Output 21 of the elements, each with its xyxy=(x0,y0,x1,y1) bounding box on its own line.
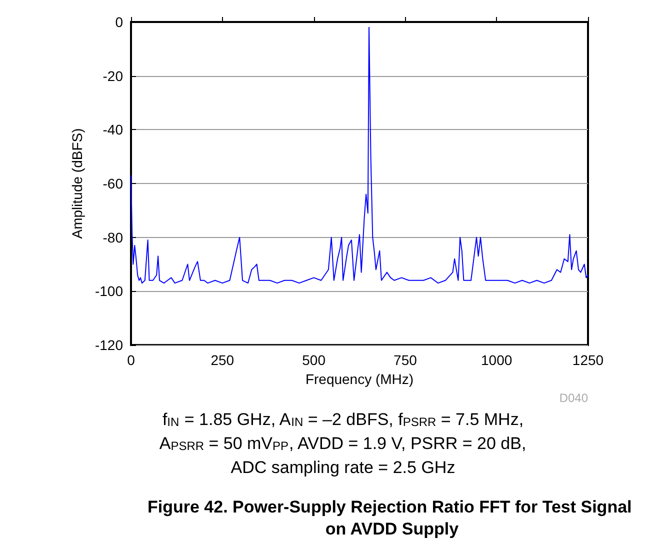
x-tick-label: 1000 xyxy=(481,352,512,368)
y-tick-label: -20 xyxy=(102,68,124,84)
x-tick-label: 250 xyxy=(210,352,234,368)
x-tick-label: 500 xyxy=(302,352,326,368)
text: APSRR = 50 mVPP, AVDD = 1.9 V, PSRR = 20 dB, xyxy=(159,434,526,453)
text: ADC sampling rate = 2.5 GHz xyxy=(230,458,456,477)
x-tick-label: 1250 xyxy=(572,352,604,368)
y-tick-label: -120 xyxy=(94,337,124,353)
y-tick-label: -40 xyxy=(102,122,124,138)
y-tick-label: -60 xyxy=(102,176,124,192)
x-tick-label: 0 xyxy=(127,352,136,368)
y-tick-label: -100 xyxy=(94,283,124,300)
text: fIN = 1.85 GHz, AIN = –2 dBFS, fPSRR = 7.5 MHz, xyxy=(162,410,524,429)
x-axis-title: Frequency (MHz) xyxy=(305,370,414,387)
text: Figure 42. Power-Supply Rejection Ratio FFT for Test Signal on AVDD Supply xyxy=(148,498,636,538)
text: D040 xyxy=(559,391,588,405)
y-tick-label: -80 xyxy=(102,229,124,246)
line-series xyxy=(130,26,588,284)
x-tick-label: 750 xyxy=(394,352,418,368)
y-axis-title: Amplitude (dBFS) xyxy=(69,128,86,239)
y-tick-label: 0 xyxy=(115,14,124,30)
